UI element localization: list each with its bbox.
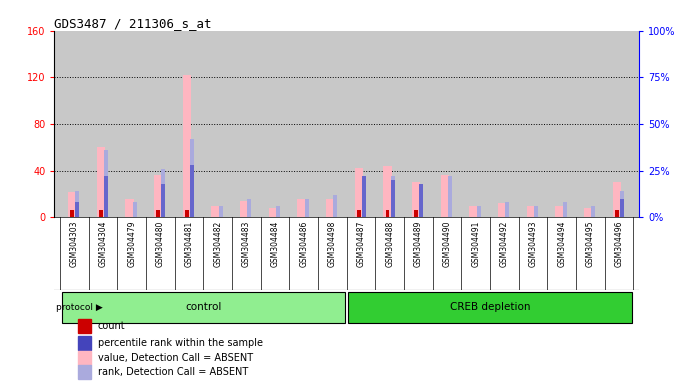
Bar (348, 292, 632, 323)
Bar (326, 199, 334, 217)
Bar (362, 180, 366, 217)
Bar (534, 206, 538, 217)
Text: GSM304303: GSM304303 (70, 221, 79, 267)
Bar (412, 182, 420, 217)
Bar (592, 206, 595, 217)
Text: GSM304488: GSM304488 (386, 221, 394, 267)
Bar (99, 210, 103, 217)
Bar (357, 210, 360, 217)
Bar (414, 210, 418, 217)
Bar (126, 199, 133, 217)
Bar (161, 169, 165, 217)
Bar (133, 202, 137, 217)
Bar (391, 176, 394, 217)
Bar (269, 208, 277, 217)
Bar (104, 150, 108, 217)
Text: GSM304486: GSM304486 (299, 221, 308, 267)
Text: GSM304495: GSM304495 (586, 221, 595, 267)
Bar (305, 199, 309, 217)
Text: GSM304484: GSM304484 (271, 221, 279, 267)
Text: GSM304492: GSM304492 (500, 221, 509, 267)
Bar (384, 166, 392, 217)
Text: GDS3487 / 211306_s_at: GDS3487 / 211306_s_at (54, 17, 212, 30)
Bar (441, 175, 449, 217)
Bar (276, 206, 280, 217)
Text: percentile rank within the sample: percentile rank within the sample (98, 338, 262, 348)
Text: protocol ▶: protocol ▶ (56, 303, 103, 312)
Bar (75, 202, 79, 217)
Bar (420, 187, 423, 217)
Text: GSM304304: GSM304304 (99, 221, 107, 267)
Bar (190, 139, 194, 217)
Bar (362, 176, 366, 217)
Text: GSM304482: GSM304482 (214, 221, 222, 267)
Bar (78, 336, 90, 349)
Text: GSM304487: GSM304487 (356, 221, 366, 267)
Bar (420, 184, 423, 217)
Text: rank, Detection Call = ABSENT: rank, Detection Call = ABSENT (98, 367, 248, 377)
Bar (448, 176, 452, 217)
Text: value, Detection Call = ABSENT: value, Detection Call = ABSENT (98, 353, 253, 362)
Text: GSM304491: GSM304491 (471, 221, 480, 267)
Bar (185, 210, 189, 217)
Text: count: count (98, 321, 125, 331)
Bar (190, 165, 194, 217)
Text: GSM304483: GSM304483 (242, 221, 251, 267)
Bar (68, 192, 76, 217)
Bar (613, 182, 621, 217)
Bar (70, 210, 74, 217)
Text: GSM304493: GSM304493 (528, 221, 538, 267)
Bar (156, 210, 160, 217)
Bar (78, 365, 90, 379)
Bar (584, 208, 592, 217)
Bar (620, 199, 624, 217)
Bar (477, 206, 481, 217)
Text: GSM304489: GSM304489 (414, 221, 423, 267)
Bar (211, 205, 220, 217)
Bar (386, 210, 390, 217)
Bar (183, 75, 191, 217)
Text: CREB depletion: CREB depletion (450, 302, 530, 312)
Bar (498, 203, 506, 217)
Bar (615, 210, 619, 217)
Bar (505, 202, 509, 217)
Bar (154, 175, 163, 217)
Text: GSM304479: GSM304479 (127, 221, 136, 267)
Bar (97, 147, 105, 217)
Bar (78, 319, 90, 333)
Text: GSM304496: GSM304496 (615, 221, 624, 267)
Text: control: control (185, 302, 222, 312)
Bar (248, 199, 251, 217)
Bar (620, 191, 624, 217)
Text: GSM304480: GSM304480 (156, 221, 165, 267)
Bar (527, 205, 535, 217)
Bar (104, 176, 108, 217)
Bar (391, 180, 394, 217)
Bar (333, 195, 337, 217)
Bar (297, 199, 305, 217)
Bar (219, 206, 222, 217)
Bar (62, 292, 345, 323)
Text: GSM304498: GSM304498 (328, 221, 337, 267)
Bar (469, 205, 477, 217)
Bar (355, 168, 363, 217)
Bar (556, 205, 564, 217)
Bar (78, 351, 90, 365)
Bar (240, 201, 248, 217)
Bar (563, 202, 566, 217)
Text: GSM304494: GSM304494 (558, 221, 566, 267)
Text: GSM304481: GSM304481 (185, 221, 194, 267)
Bar (161, 184, 165, 217)
Text: GSM304490: GSM304490 (443, 221, 452, 267)
Bar (75, 191, 79, 217)
